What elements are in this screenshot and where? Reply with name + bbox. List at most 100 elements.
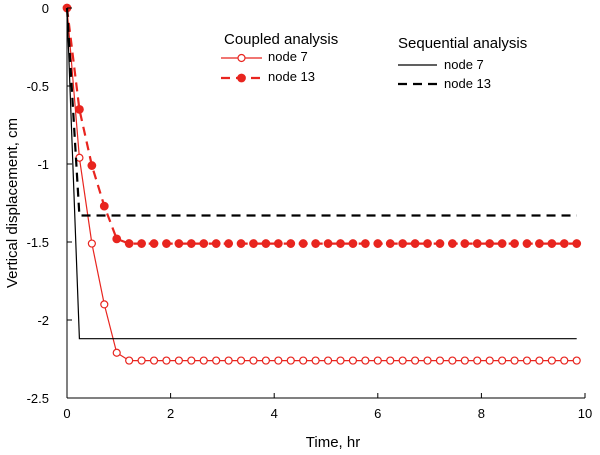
data-point-coupled-node-7 (199, 356, 208, 365)
x-tick-label: 0 (63, 406, 70, 421)
legend-marker-coupled-node-13 (237, 73, 246, 83)
data-point-coupled-node-7 (410, 356, 420, 365)
data-point-coupled-node-13 (261, 239, 271, 248)
data-point-coupled-node-13 (211, 239, 221, 248)
legend-title-sequential: Sequential analysis (398, 35, 527, 52)
y-tick-label: -0.5 (27, 79, 49, 94)
y-axis-label: Vertical displacement, cm (4, 118, 21, 288)
series-line-coupled-node-7 (66, 7, 577, 362)
data-point-coupled-node-13 (559, 239, 569, 248)
data-point-coupled-node-7 (261, 356, 271, 365)
data-point-coupled-node-13 (224, 239, 234, 248)
data-point-coupled-node-7 (560, 356, 569, 365)
data-point-coupled-node-13 (410, 239, 420, 248)
data-point-coupled-node-7 (236, 356, 246, 365)
data-point-coupled-node-7 (162, 356, 171, 365)
data-point-coupled-node-13 (435, 239, 445, 248)
data-point-coupled-node-13 (286, 239, 296, 248)
x-axis-label: Time, hr (306, 434, 360, 451)
y-tick-label: -1.5 (27, 235, 49, 250)
y-tick-label: -2 (37, 313, 49, 328)
data-point-coupled-node-13 (298, 239, 308, 248)
data-point-coupled-node-13 (547, 239, 557, 248)
data-point-coupled-node-7 (299, 356, 308, 365)
data-point-coupled-node-13 (273, 239, 283, 248)
data-point-coupled-node-13 (112, 234, 122, 244)
data-point-coupled-node-7 (336, 356, 345, 365)
data-point-coupled-node-13 (323, 239, 333, 248)
y-tick-label: -1 (37, 157, 49, 172)
axes: 0 2 4 6 8 10 0 -0.5 -1 -1.5 -2 -2.5 (27, 1, 593, 421)
data-point-coupled-node-13 (497, 239, 507, 248)
data-point-coupled-node-7 (435, 356, 445, 365)
x-tick-label: 8 (478, 406, 485, 421)
data-point-coupled-node-13 (447, 239, 457, 248)
legend-label-coupled-node-7: node 7 (268, 49, 308, 64)
data-point-coupled-node-7 (311, 356, 320, 365)
data-point-coupled-node-7 (522, 356, 532, 365)
data-point-coupled-node-7 (448, 356, 457, 365)
data-point-coupled-node-13 (186, 239, 196, 248)
data-point-coupled-node-13 (249, 239, 258, 248)
x-tick-label: 2 (167, 406, 174, 421)
data-point-coupled-node-7 (187, 356, 196, 365)
data-point-coupled-node-13 (398, 239, 408, 248)
data-point-coupled-node-7 (323, 356, 333, 365)
data-point-coupled-node-13 (485, 239, 495, 248)
data-point-coupled-node-7 (212, 356, 221, 365)
data-point-coupled-node-7 (87, 239, 96, 248)
legend-label-sequential-node-13: node 13 (444, 76, 491, 91)
data-point-coupled-node-7 (361, 356, 370, 365)
x-tick-label: 4 (271, 406, 278, 421)
legend-marker-coupled-node-7 (237, 53, 246, 63)
data-point-coupled-node-13 (174, 239, 184, 248)
data-point-coupled-node-13 (472, 239, 482, 248)
data-point-coupled-node-7 (485, 356, 494, 365)
data-point-coupled-node-13 (336, 239, 345, 248)
x-tick-label: 6 (374, 406, 381, 421)
data-point-coupled-node-13 (124, 239, 134, 248)
data-point-coupled-node-7 (125, 356, 134, 365)
legend-label-coupled-node-13: node 13 (268, 69, 315, 84)
data-point-coupled-node-13 (236, 239, 246, 248)
data-point-coupled-node-7 (535, 356, 544, 365)
data-point-coupled-node-13 (572, 239, 582, 248)
legend-title-coupled: Coupled analysis (224, 31, 338, 48)
data-point-coupled-node-7 (373, 356, 382, 365)
data-point-coupled-node-7 (174, 356, 183, 365)
data-point-coupled-node-7 (423, 356, 432, 365)
data-point-coupled-node-13 (149, 239, 159, 248)
data-point-coupled-node-13 (311, 239, 321, 248)
data-point-coupled-node-7 (547, 356, 556, 365)
data-point-coupled-node-7 (112, 348, 121, 357)
data-point-coupled-node-13 (75, 104, 84, 114)
data-point-coupled-node-7 (510, 356, 519, 365)
data-point-coupled-node-7 (473, 356, 482, 365)
data-point-coupled-node-13 (162, 239, 171, 248)
series-line-sequential-node-7 (66, 7, 577, 340)
data-point-coupled-node-13 (373, 239, 383, 248)
data-point-coupled-node-7 (249, 356, 258, 365)
data-point-coupled-node-13 (423, 239, 432, 248)
data-point-coupled-node-7 (398, 356, 407, 365)
data-point-coupled-node-7 (137, 356, 146, 365)
data-point-coupled-node-7 (386, 356, 395, 365)
y-tick-label: 0 (42, 1, 49, 16)
x-tick-label: 10 (578, 406, 592, 421)
data-point-coupled-node-13 (460, 239, 470, 248)
data-point-coupled-node-13 (522, 239, 532, 248)
y-tick-label: -2.5 (27, 391, 49, 406)
data-point-coupled-node-7 (274, 356, 283, 365)
data-point-coupled-node-13 (510, 239, 519, 248)
data-point-coupled-node-7 (286, 356, 295, 365)
data-point-coupled-node-13 (348, 239, 358, 248)
data-point-coupled-node-13 (535, 239, 544, 248)
data-point-coupled-node-13 (87, 161, 97, 170)
legend-label-sequential-node-7: node 7 (444, 57, 484, 72)
data-point-coupled-node-7 (348, 356, 358, 365)
data-point-coupled-node-7 (498, 356, 507, 365)
data-point-coupled-node-13 (99, 201, 109, 211)
data-point-coupled-node-13 (360, 239, 370, 248)
